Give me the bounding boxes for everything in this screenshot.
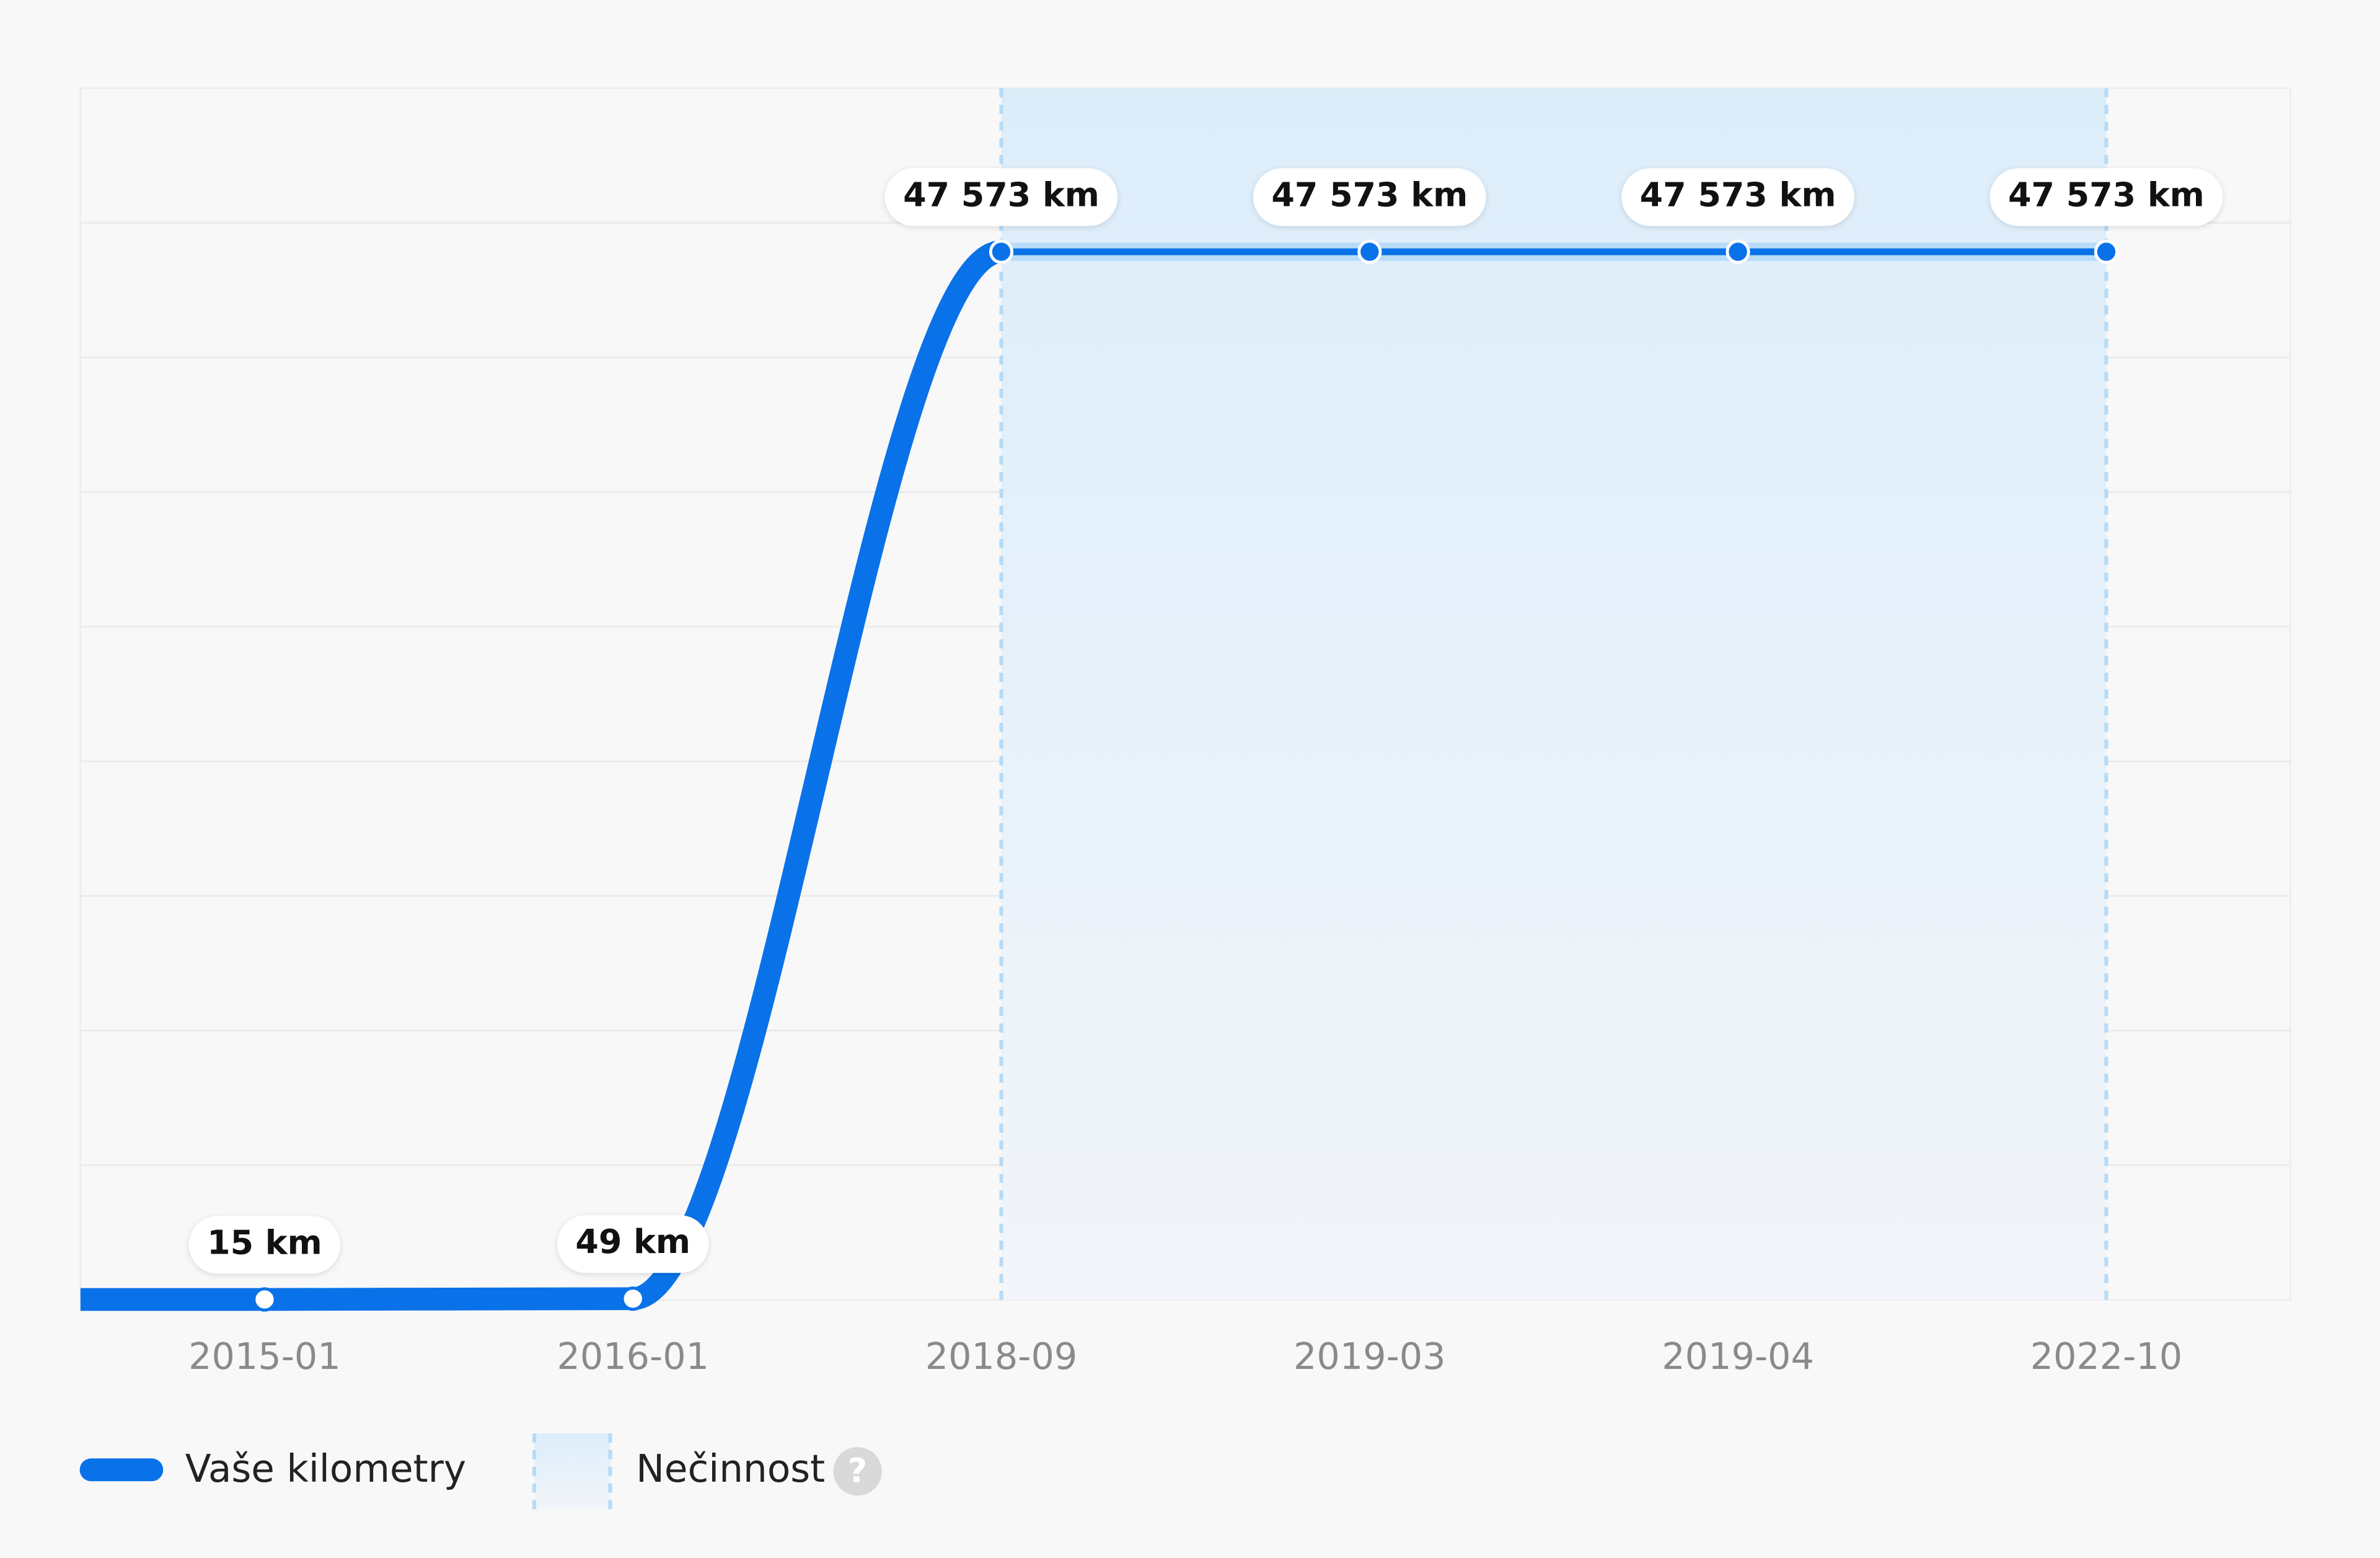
data-point bbox=[252, 1287, 277, 1312]
data-point bbox=[989, 239, 1014, 264]
value-label: 49 km bbox=[557, 1215, 709, 1273]
value-label: 15 km bbox=[188, 1216, 341, 1274]
data-point bbox=[1726, 239, 1750, 264]
x-tick-label: 2019-04 bbox=[1662, 1335, 1814, 1378]
value-label-text: 49 km bbox=[575, 1222, 690, 1261]
help-icon-text: ? bbox=[848, 1451, 867, 1490]
legend-label: Nečinnost bbox=[636, 1447, 825, 1491]
help-icon[interactable] bbox=[833, 1447, 882, 1496]
legend-band-swatch bbox=[534, 1433, 610, 1510]
x-tick-label: 2016-01 bbox=[557, 1335, 709, 1378]
series-line bbox=[80, 240, 1003, 1311]
value-label-text: 15 km bbox=[207, 1223, 322, 1262]
value-label-text: 47 573 km bbox=[903, 175, 1100, 215]
value-label: 47 573 km bbox=[1621, 168, 1854, 226]
value-label-text: 47 573 km bbox=[1271, 175, 1468, 215]
value-label-bg bbox=[1253, 168, 1486, 226]
value-label-bg bbox=[1990, 168, 2223, 226]
value-label: 47 573 km bbox=[1990, 168, 2223, 226]
value-label: 47 573 km bbox=[1253, 168, 1486, 226]
value-label: 47 573 km bbox=[884, 168, 1118, 226]
value-label-bg bbox=[884, 168, 1118, 226]
value-label-text: 47 573 km bbox=[2008, 175, 2205, 215]
value-label-text: 47 573 km bbox=[1640, 175, 1836, 215]
value-label-bg bbox=[557, 1215, 709, 1273]
data-point bbox=[1357, 239, 1382, 264]
value-label-bg bbox=[1621, 168, 1854, 226]
x-tick-label: 2015-01 bbox=[188, 1335, 341, 1378]
data-point bbox=[620, 1286, 645, 1311]
x-tick-label: 2018-09 bbox=[925, 1335, 1078, 1378]
value-label-bg bbox=[188, 1216, 341, 1274]
data-point bbox=[2094, 239, 2118, 264]
x-tick-label: 2022-10 bbox=[2030, 1335, 2183, 1378]
inactivity-band bbox=[1001, 88, 2107, 1300]
legend-label: Vaše kilometry bbox=[185, 1447, 466, 1491]
x-tick-label: 2019-03 bbox=[1294, 1335, 1446, 1378]
